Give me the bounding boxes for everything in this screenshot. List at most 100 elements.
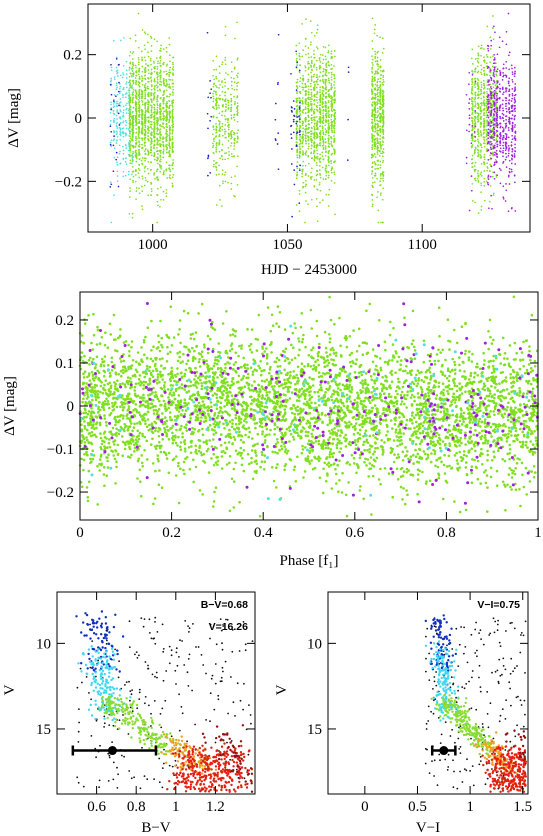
lc-point-green	[153, 103, 155, 106]
lc-point-green	[480, 205, 483, 208]
lc-point-green	[310, 144, 313, 147]
lc-point-purple	[502, 120, 505, 122]
lc-point-green	[372, 154, 374, 157]
lc-point-purple	[487, 94, 490, 97]
lc-point-purple	[502, 130, 505, 132]
lc-point-green	[330, 84, 333, 87]
lc-point-green	[324, 81, 327, 84]
lc-point-green	[304, 164, 307, 167]
lc-point-green	[227, 87, 230, 90]
lc-point-green	[156, 77, 159, 79]
lc-point-green	[159, 78, 162, 80]
lc-point-green	[313, 118, 315, 121]
lc-point-green	[301, 120, 304, 123]
lc-point-green	[148, 129, 150, 132]
lc-point-green	[159, 72, 161, 75]
lc-point-green	[224, 158, 226, 161]
lc-point-green	[330, 87, 333, 90]
lc-point-cyan	[112, 110, 115, 112]
lc-point-cyan	[110, 81, 112, 83]
lc-point-green	[299, 64, 301, 66]
lc-point-green	[172, 162, 175, 164]
lc-point-purple	[492, 147, 495, 150]
lc-point-green	[230, 117, 233, 120]
lc-point-green	[315, 128, 318, 130]
lc-point-green	[318, 161, 321, 163]
lc-point-purple	[493, 113, 495, 116]
lc-point-green	[470, 158, 473, 161]
lc-point-green	[295, 97, 298, 100]
lc-point-green	[474, 148, 476, 151]
lc-point-green	[471, 145, 473, 148]
lc-point-green	[371, 170, 374, 172]
lc-point-green	[311, 62, 313, 65]
lc-point-green	[159, 70, 162, 73]
lc-point-green	[135, 123, 138, 125]
lc-point-green	[377, 133, 380, 136]
lc-point-green	[382, 109, 384, 112]
lc-point-green	[169, 130, 171, 132]
lc-point-green	[373, 120, 376, 122]
lc-point-green	[137, 167, 140, 170]
lc-point-green	[473, 168, 476, 171]
lc-point-purple	[474, 125, 477, 128]
lc-point-green	[135, 128, 137, 130]
lc-point-green	[140, 121, 143, 124]
lc-point-green	[171, 79, 174, 81]
lc-point-green	[222, 180, 224, 183]
lc-point-green	[172, 63, 174, 66]
lc-point-green	[325, 151, 327, 153]
lc-point-green	[313, 156, 316, 158]
lc-point-green	[160, 65, 162, 67]
lc-point-green	[233, 142, 236, 145]
phase-point-green	[85, 382, 88, 385]
lc-point-purple	[504, 158, 507, 161]
lc-point-purple	[510, 154, 513, 156]
lc-point-green	[381, 106, 384, 109]
lc-point-green	[217, 104, 220, 107]
lc-point-purple	[502, 114, 505, 116]
lc-point-green	[148, 72, 150, 75]
lc-point-green	[150, 98, 152, 101]
lc-point-purple	[508, 167, 511, 170]
lc-point-green	[171, 143, 174, 145]
lc-point-green	[492, 38, 495, 41]
lc-point-green	[134, 77, 137, 79]
lc-point-green	[321, 98, 324, 101]
lc-point-green	[483, 92, 486, 95]
x-tick-label: 1050	[272, 237, 302, 253]
lc-point-green	[144, 32, 147, 35]
lc-point-green	[219, 94, 221, 97]
lc-point-purple	[511, 94, 514, 97]
lc-point-purple	[499, 137, 502, 140]
lc-point-green	[212, 165, 215, 168]
lc-point-green	[381, 172, 384, 175]
lc-point-green	[295, 81, 298, 84]
lc-point-green	[160, 84, 163, 86]
lc-point-green	[147, 125, 149, 128]
lc-point-green	[222, 105, 224, 108]
lc-point-green	[156, 113, 158, 115]
lc-point-cyan	[116, 100, 118, 103]
lc-point-green	[330, 169, 333, 172]
lc-point-green	[480, 71, 482, 74]
lc-point-green	[168, 83, 171, 86]
lc-point-green	[233, 66, 236, 69]
lc-point-green	[172, 92, 174, 94]
lc-point-purple	[502, 144, 504, 147]
lc-point-green	[295, 134, 298, 136]
lc-point-purple	[514, 124, 516, 126]
lc-point-green	[156, 103, 159, 105]
lc-point-green	[324, 148, 327, 150]
lc-point-cyan	[125, 77, 128, 79]
lc-point-green	[310, 107, 313, 109]
lc-point-green	[159, 156, 162, 158]
lc-point-green	[144, 89, 147, 92]
lc-point-green	[144, 165, 147, 168]
lc-point-green	[168, 121, 170, 124]
lc-point-green	[382, 92, 384, 95]
lc-point-green	[129, 162, 132, 165]
lc-point-green	[371, 58, 374, 61]
lc-point-purple	[487, 106, 490, 109]
lc-point-green	[298, 52, 301, 55]
